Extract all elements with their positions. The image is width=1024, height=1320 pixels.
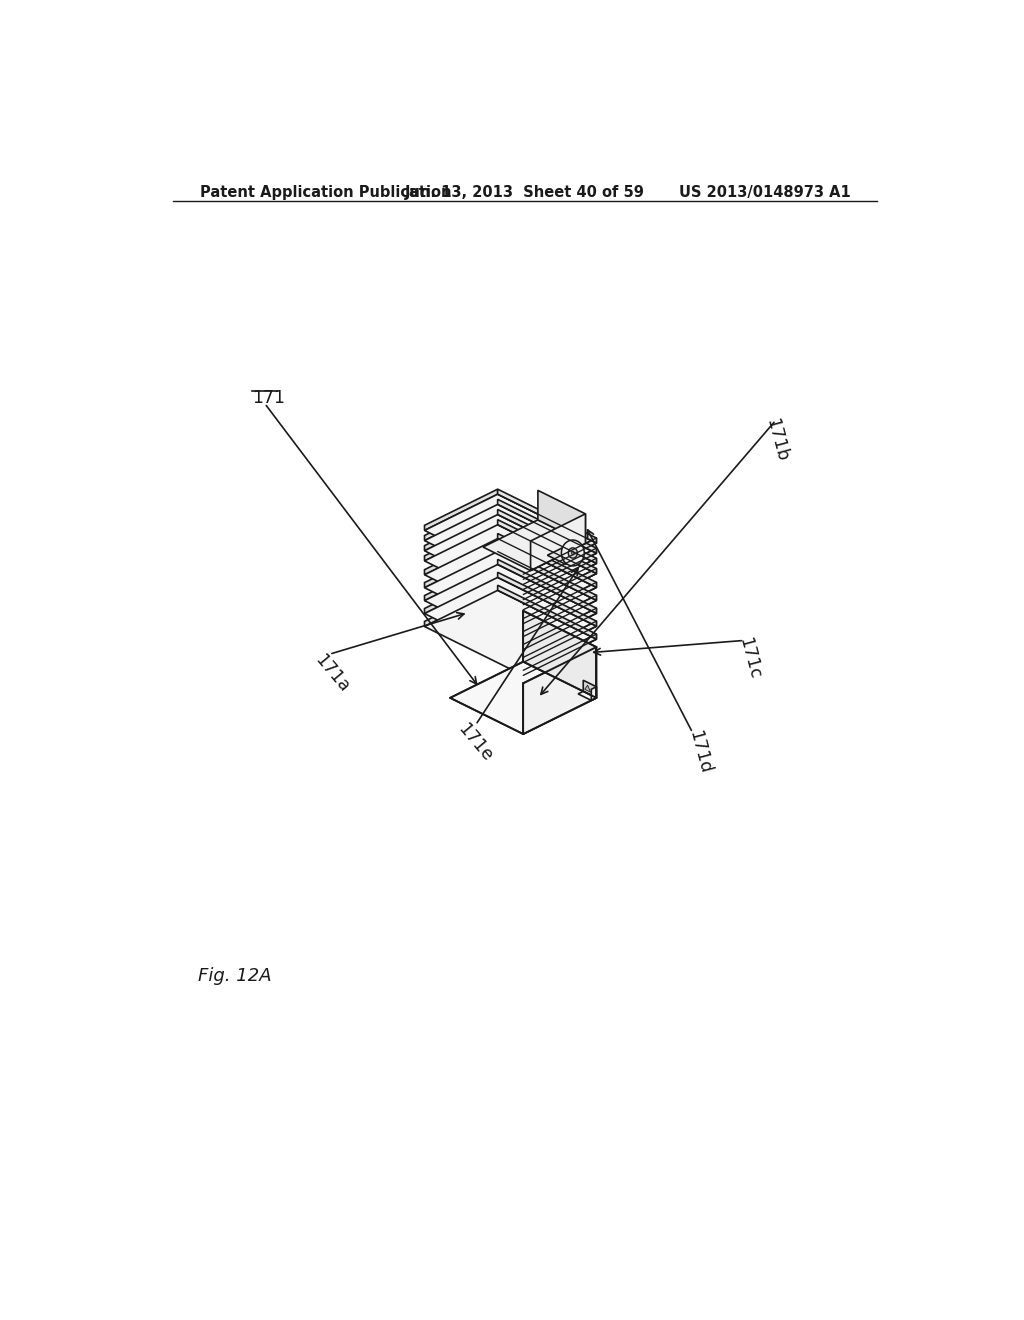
Polygon shape (523, 548, 596, 590)
Polygon shape (548, 548, 580, 565)
Polygon shape (425, 510, 498, 550)
Polygon shape (498, 490, 596, 543)
Polygon shape (425, 533, 498, 574)
Polygon shape (523, 634, 596, 676)
Polygon shape (585, 685, 591, 692)
Polygon shape (523, 539, 596, 579)
Polygon shape (523, 609, 596, 649)
Polygon shape (523, 622, 596, 663)
Polygon shape (498, 573, 596, 626)
Text: US 2013/0148973 A1: US 2013/0148973 A1 (679, 185, 851, 201)
Polygon shape (425, 520, 498, 561)
Polygon shape (523, 595, 596, 636)
Text: 171a: 171a (311, 651, 353, 696)
Polygon shape (498, 520, 596, 574)
Text: 171b: 171b (762, 416, 791, 463)
Text: Fig. 12A: Fig. 12A (199, 966, 272, 985)
Polygon shape (425, 504, 596, 590)
Polygon shape (498, 546, 596, 601)
Text: Patent Application Publication: Patent Application Publication (200, 185, 452, 201)
Polygon shape (425, 552, 596, 636)
Polygon shape (538, 490, 586, 544)
Polygon shape (425, 539, 596, 623)
Polygon shape (579, 692, 596, 701)
Polygon shape (425, 490, 498, 531)
Polygon shape (523, 558, 596, 599)
Polygon shape (523, 569, 596, 610)
Polygon shape (591, 686, 596, 701)
Polygon shape (425, 573, 498, 614)
Polygon shape (530, 513, 586, 570)
Polygon shape (498, 510, 596, 564)
Ellipse shape (571, 552, 574, 554)
Polygon shape (523, 647, 596, 734)
Polygon shape (498, 533, 596, 587)
Polygon shape (523, 582, 596, 623)
Polygon shape (425, 577, 596, 663)
Polygon shape (483, 520, 586, 570)
Text: Jun. 13, 2013  Sheet 40 of 59: Jun. 13, 2013 Sheet 40 of 59 (404, 185, 645, 201)
Polygon shape (425, 590, 596, 676)
Polygon shape (523, 611, 596, 698)
Polygon shape (451, 661, 596, 734)
Text: 171c: 171c (735, 636, 764, 681)
Polygon shape (425, 515, 596, 599)
Polygon shape (425, 565, 596, 649)
Text: 171e: 171e (454, 721, 496, 766)
Polygon shape (425, 499, 498, 541)
Polygon shape (425, 525, 596, 610)
Polygon shape (425, 560, 498, 601)
Polygon shape (425, 494, 596, 579)
Polygon shape (425, 585, 498, 627)
Polygon shape (425, 546, 498, 587)
Text: 171: 171 (252, 389, 286, 408)
Ellipse shape (561, 540, 585, 566)
Ellipse shape (568, 548, 578, 558)
Text: 171d: 171d (685, 729, 714, 775)
Polygon shape (498, 560, 596, 614)
Polygon shape (584, 680, 596, 698)
Polygon shape (498, 499, 596, 553)
Polygon shape (498, 585, 596, 639)
